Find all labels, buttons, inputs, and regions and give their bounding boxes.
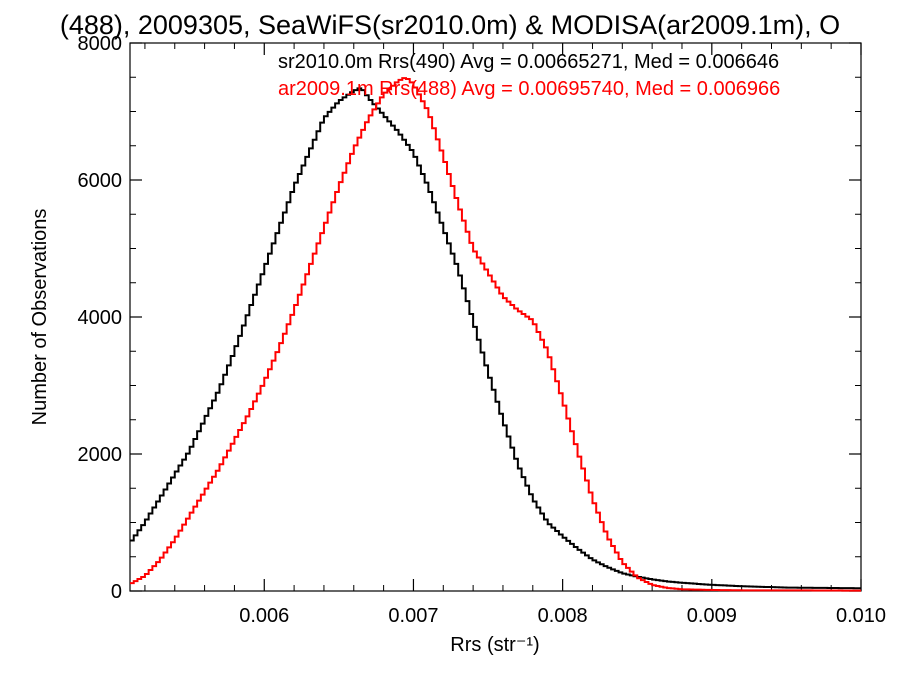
x-tick-label: 0.009 — [687, 605, 737, 627]
axis-ticks: 0.006 0.007 0.008 0.009 0.010 0 2000 4000 6000 80… — [78, 33, 887, 627]
x-axis-label: Rrs (str⁻¹) — [450, 634, 539, 656]
series-line-1 — [130, 87, 861, 590]
series-layer — [130, 77, 861, 592]
y-tick-label: 4000 — [78, 307, 123, 329]
legend-label-1: sr2010.0m Rrs(490) Avg = 0.00665271, Med… — [278, 51, 779, 73]
legend-label-2: ar2009.1m Rrs(488) Avg = 0.00695740, Med… — [278, 78, 780, 100]
x-tick-label: 0.006 — [239, 605, 289, 627]
x-tick-label: 0.010 — [836, 605, 886, 627]
series-line-2 — [130, 77, 861, 592]
y-tick-label: 0 — [111, 581, 122, 603]
x-tick-label: 0.007 — [388, 605, 438, 627]
y-tick-label: 6000 — [78, 170, 123, 192]
x-tick-label: 0.008 — [538, 605, 588, 627]
y-tick-label: 2000 — [78, 444, 123, 466]
plot-frame — [129, 42, 862, 592]
y-axis-label: Number of Observations — [29, 209, 51, 426]
y-tick-label: 8000 — [78, 33, 123, 55]
chart-title: (488), 2009305, SeaWiFS(sr2010.0m) & MOD… — [60, 10, 840, 40]
